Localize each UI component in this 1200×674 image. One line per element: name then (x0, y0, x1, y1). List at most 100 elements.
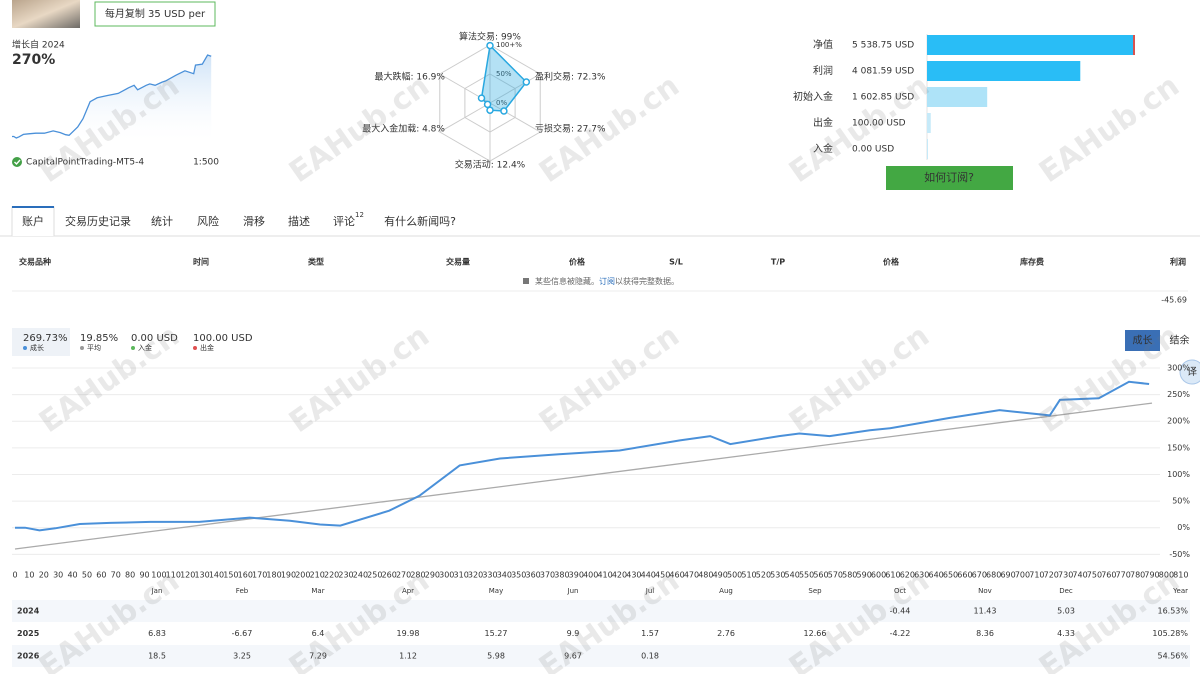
subscribe-button-label[interactable]: 每月复制 35 USD per (105, 7, 206, 20)
radar-point (486, 41, 494, 50)
x-tick-label: 800 (1159, 571, 1174, 580)
x-tick-label: 160 (238, 571, 253, 580)
month-header: Mar (311, 587, 324, 595)
chart-mode-label[interactable]: 成长 (1133, 335, 1153, 347)
subscribe-button[interactable] (94, 1, 216, 27)
radar-ring-label: 50% (496, 70, 512, 78)
x-tick-label: 480 (698, 571, 713, 580)
x-tick-label: 540 (785, 571, 800, 580)
month-value: 5.03 (1057, 607, 1075, 616)
table-header: 类型 (308, 257, 324, 267)
radar-label: 盈利交易: 72.3% (535, 71, 606, 83)
stat-dot (80, 346, 84, 350)
x-tick-label: 750 (1087, 571, 1102, 580)
how-to-subscribe-label[interactable]: 如何订阅? (924, 170, 974, 184)
x-tick-label: 230 (338, 571, 353, 580)
x-tick-label: 380 (554, 571, 569, 580)
tab[interactable]: 有什么新闻吗? (384, 214, 456, 228)
month-header: May (489, 587, 503, 595)
stat-label: 出金 (200, 343, 214, 352)
x-tick-label: 190 (281, 571, 296, 580)
x-tick-label: 630 (914, 571, 929, 580)
x-tick-label: 30 (53, 571, 63, 580)
month-header: Jan (151, 587, 163, 595)
month-value: 8.36 (976, 629, 994, 638)
notice-icon (523, 278, 529, 284)
balance-bar (927, 87, 988, 107)
translate-label[interactable]: 译 (1187, 366, 1197, 378)
stat-value: 19.85% (80, 333, 118, 344)
month-header: Year (1172, 587, 1188, 595)
radar-label: 最大跌幅: 16.9% (374, 71, 445, 83)
x-tick-label: 210 (310, 571, 325, 580)
x-tick-label: 760 (1101, 571, 1116, 580)
month-value: -6.67 (232, 629, 253, 638)
x-tick-label: 320 (468, 571, 483, 580)
x-tick-label: 270 (396, 571, 411, 580)
balance-label: 初始入金 (793, 90, 833, 103)
row-band (12, 645, 1190, 667)
month-value: 11.43 (974, 607, 997, 616)
y-tick-label: 50% (1172, 497, 1190, 506)
growth: 270% (12, 52, 55, 68)
stat-label: 成长 (30, 343, 44, 352)
month-value: 9.9 (567, 629, 580, 638)
x-tick-label: 20 (39, 571, 49, 580)
translate-button[interactable] (1179, 359, 1200, 385)
year-total: 105.28% (1152, 629, 1188, 638)
watermark: EAHub.cn (283, 318, 436, 440)
stat-dot (23, 346, 27, 350)
x-tick-label: 550 (799, 571, 814, 580)
radar-axis (439, 102, 491, 133)
x-tick-label: 110 (166, 571, 181, 580)
x-tick-label: 740 (1072, 571, 1087, 580)
how-to-subscribe-button[interactable] (886, 166, 1013, 190)
year-total: 16.53% (1157, 607, 1188, 616)
x-tick-label: 250 (367, 571, 382, 580)
month-value: 0.18 (641, 652, 659, 661)
x-tick-label: 80 (125, 571, 135, 580)
chart-mode-button[interactable] (1162, 330, 1197, 351)
x-tick-label: 770 (1116, 571, 1131, 580)
month-value: -4.22 (890, 629, 911, 638)
chart-mode-button[interactable] (1125, 330, 1160, 351)
month-value: 19.98 (397, 629, 420, 638)
radar-ring-label: 100+% (496, 41, 522, 49)
x-tick-label: 810 (1173, 571, 1188, 580)
tab[interactable]: 账户 (22, 214, 44, 228)
tab[interactable]: 滑移 (243, 215, 265, 228)
table-header: 库存费 (1020, 257, 1044, 267)
x-tick-label: 360 (525, 571, 540, 580)
x-tick-label: 240 (353, 571, 368, 580)
tab[interactable]: 评论 (333, 214, 355, 228)
comment-count: 12 (355, 211, 364, 219)
balance-value: 0.00 USD (852, 145, 894, 155)
watermark: EAHub.cn (533, 318, 686, 440)
tab[interactable]: 交易历史记录 (65, 214, 131, 228)
watermark: EAHub.cn (783, 318, 936, 440)
month-value: 1.57 (641, 629, 659, 638)
balance-bar (927, 35, 1135, 55)
x-tick-label: 150 (223, 571, 238, 580)
notice-link[interactable]: 订阅 (599, 276, 615, 286)
balance-bar (927, 113, 931, 133)
row-band (12, 600, 1190, 622)
sparkline (12, 54, 212, 139)
x-tick-label: 200 (295, 571, 310, 580)
tab[interactable]: 描述 (288, 214, 310, 228)
chart-mode-label[interactable]: 结余 (1170, 334, 1190, 347)
x-tick-label: 660 (957, 571, 972, 580)
x-tick-label: 450 (655, 571, 670, 580)
table-header: S/L (669, 258, 683, 267)
growth-since: 增长自 2024 (12, 39, 65, 51)
month-header: Feb (236, 587, 249, 595)
tab[interactable]: 统计 (151, 215, 173, 228)
x-tick-label: 440 (641, 571, 656, 580)
y-tick-label: 300% (1167, 363, 1190, 372)
x-tick-label: 610 (885, 571, 900, 580)
x-tick-label: 280 (410, 571, 425, 580)
x-tick-label: 700 (1015, 571, 1030, 580)
notice-tail: 以获得完整数据。 (615, 276, 679, 286)
tab[interactable]: 风险 (197, 214, 219, 228)
